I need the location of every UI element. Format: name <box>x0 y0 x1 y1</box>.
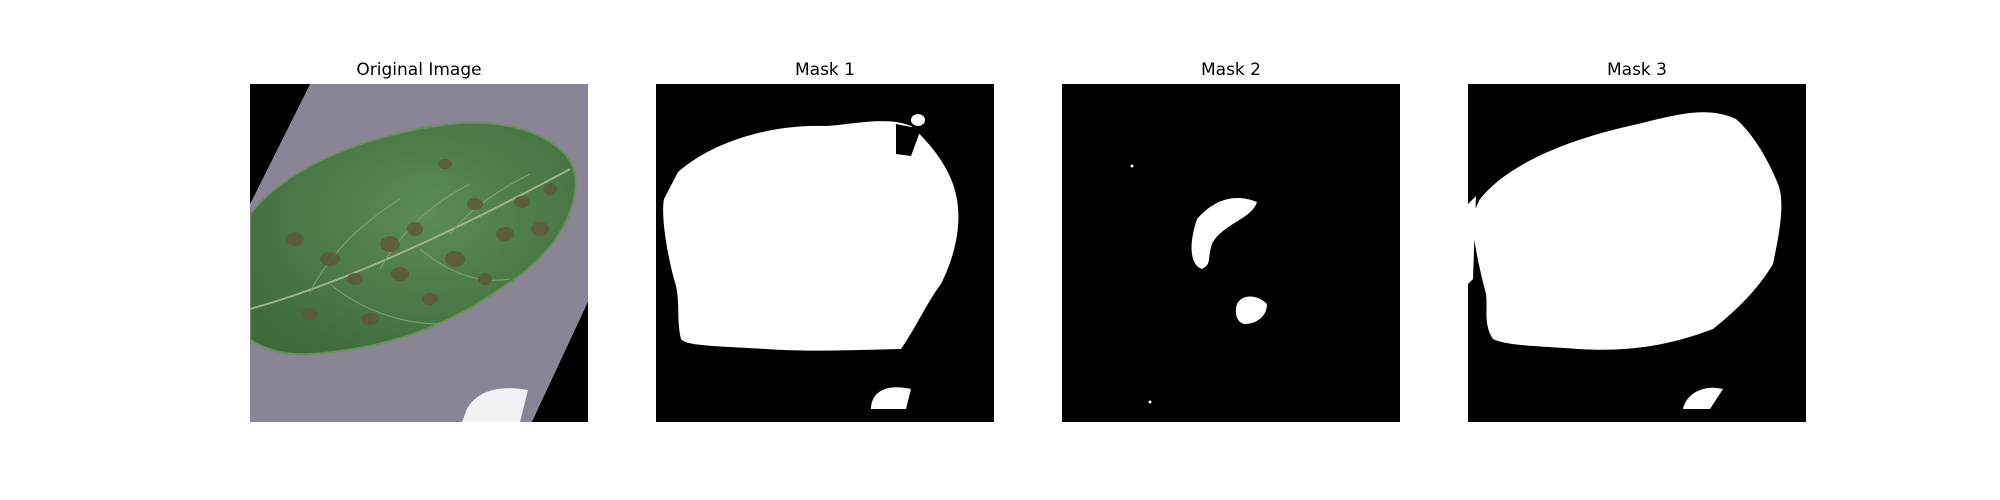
original-leaf-image <box>250 84 588 422</box>
panel-mask-1: Mask 1 <box>656 57 994 422</box>
panel-mask-3: Mask 3 <box>1468 57 1806 422</box>
mask-3-image <box>1468 84 1806 422</box>
panel-title: Original Image <box>356 60 482 80</box>
panel-title: Mask 1 <box>794 60 855 80</box>
panel-original-image: Original Image <box>250 57 588 422</box>
panel-title: Mask 3 <box>1606 60 1667 80</box>
mask-1-image <box>656 84 994 422</box>
mask-2-image <box>1062 84 1400 422</box>
panel-title: Mask 2 <box>1200 60 1261 80</box>
panel-mask-2: Mask 2 <box>1062 57 1400 422</box>
